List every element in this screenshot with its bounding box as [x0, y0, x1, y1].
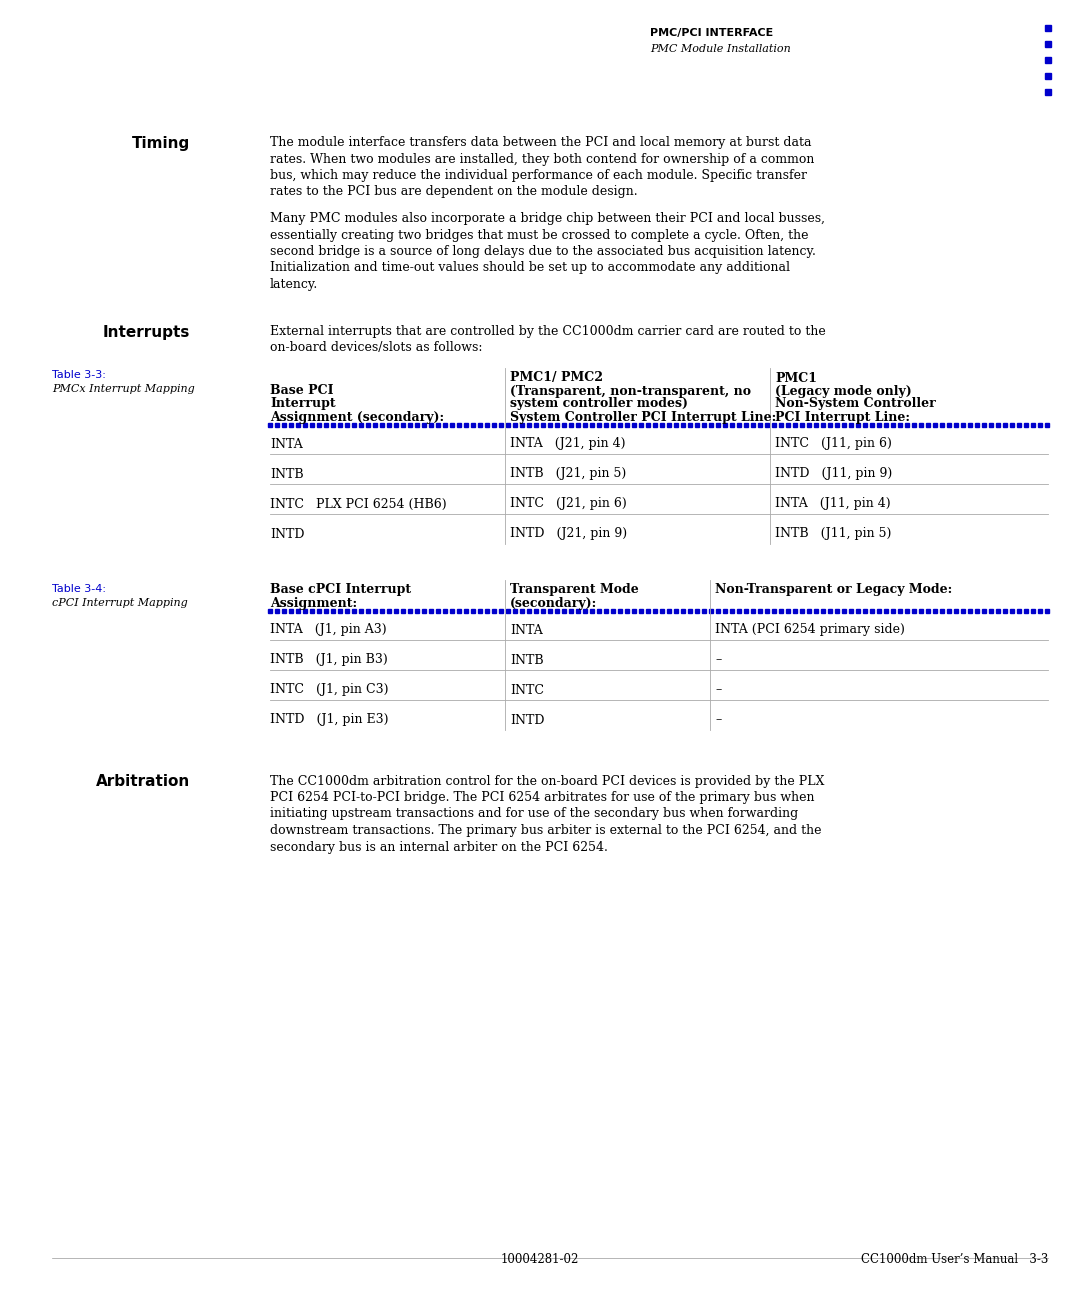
Text: rates to the PCI bus are dependent on the module design.: rates to the PCI bus are dependent on th… [270, 185, 637, 198]
Text: INTB   (J1, pin B3): INTB (J1, pin B3) [270, 653, 388, 666]
Text: Interrupts: Interrupts [103, 324, 190, 340]
Text: Arbitration: Arbitration [96, 775, 190, 789]
Text: INTA   (J11, pin 4): INTA (J11, pin 4) [775, 498, 891, 511]
Text: INTC   (J21, pin 6): INTC (J21, pin 6) [510, 498, 626, 511]
Text: Table 3-4:: Table 3-4: [52, 583, 106, 594]
Text: The module interface transfers data between the PCI and local memory at burst da: The module interface transfers data betw… [270, 136, 811, 149]
Text: bus, which may reduce the individual performance of each module. Specific transf: bus, which may reduce the individual per… [270, 168, 807, 181]
Text: essentially creating two bridges that must be crossed to complete a cycle. Often: essentially creating two bridges that mu… [270, 228, 809, 241]
Text: Initialization and time-out values should be set up to accommodate any additiona: Initialization and time-out values shoul… [270, 262, 789, 275]
Text: (secondary):: (secondary): [510, 596, 597, 609]
Text: latency.: latency. [270, 279, 319, 292]
Text: –: – [715, 653, 721, 666]
Text: PCI Interrupt Line:: PCI Interrupt Line: [775, 411, 910, 424]
Text: PMC1: PMC1 [775, 372, 816, 385]
Text: Assignment (secondary):: Assignment (secondary): [270, 411, 444, 424]
Text: PCI 6254 PCI-to-PCI bridge. The PCI 6254 arbitrates for use of the primary bus w: PCI 6254 PCI-to-PCI bridge. The PCI 6254… [270, 791, 814, 804]
Text: secondary bus is an internal arbiter on the PCI 6254.: secondary bus is an internal arbiter on … [270, 841, 608, 854]
Text: INTC   (J11, pin 6): INTC (J11, pin 6) [775, 438, 892, 451]
Text: INTB: INTB [510, 653, 543, 666]
Text: INTA: INTA [510, 623, 543, 636]
Text: INTC: INTC [510, 683, 544, 696]
Text: INTA: INTA [270, 438, 302, 451]
Text: on-board devices/slots as follows:: on-board devices/slots as follows: [270, 341, 483, 354]
Text: INTB: INTB [270, 468, 303, 481]
Text: INTD   (J1, pin E3): INTD (J1, pin E3) [270, 714, 389, 727]
Text: 10004281-02: 10004281-02 [501, 1253, 579, 1266]
Text: Interrupt: Interrupt [270, 398, 336, 411]
Text: Non-System Controller: Non-System Controller [775, 398, 935, 411]
Text: Assignment:: Assignment: [270, 596, 357, 609]
Text: Non-Transparent or Legacy Mode:: Non-Transparent or Legacy Mode: [715, 583, 953, 596]
Text: (Transparent, non-transparent, no: (Transparent, non-transparent, no [510, 385, 751, 398]
Text: External interrupts that are controlled by the CC1000dm carrier card are routed : External interrupts that are controlled … [270, 324, 826, 337]
Text: system controller modes): system controller modes) [510, 398, 688, 411]
Text: INTA   (J1, pin A3): INTA (J1, pin A3) [270, 623, 387, 636]
Text: The CC1000dm arbitration control for the on-board PCI devices is provided by the: The CC1000dm arbitration control for the… [270, 775, 824, 788]
Text: PMC1/ PMC2: PMC1/ PMC2 [510, 372, 603, 385]
Text: PMC/PCI INTERFACE: PMC/PCI INTERFACE [650, 29, 773, 38]
Text: INTB   (J11, pin 5): INTB (J11, pin 5) [775, 527, 891, 540]
Text: INTC   (J1, pin C3): INTC (J1, pin C3) [270, 683, 389, 696]
Text: Many PMC modules also incorporate a bridge chip between their PCI and local buss: Many PMC modules also incorporate a brid… [270, 213, 825, 226]
Text: second bridge is a source of long delays due to the associated bus acquisition l: second bridge is a source of long delays… [270, 245, 815, 258]
Text: cPCI Interrupt Mapping: cPCI Interrupt Mapping [52, 597, 188, 608]
Text: INTB   (J21, pin 5): INTB (J21, pin 5) [510, 468, 626, 481]
Text: Timing: Timing [132, 136, 190, 152]
Text: INTD   (J21, pin 9): INTD (J21, pin 9) [510, 527, 627, 540]
Text: INTA (PCI 6254 primary side): INTA (PCI 6254 primary side) [715, 623, 905, 636]
Text: PMCx Interrupt Mapping: PMCx Interrupt Mapping [52, 384, 194, 394]
Text: rates. When two modules are installed, they both contend for ownership of a comm: rates. When two modules are installed, t… [270, 153, 814, 166]
Text: Transparent Mode: Transparent Mode [510, 583, 638, 596]
Text: –: – [715, 714, 721, 727]
Text: PMC Module Installation: PMC Module Installation [650, 44, 791, 54]
Text: CC1000dm User’s Manual   3-3: CC1000dm User’s Manual 3-3 [861, 1253, 1048, 1266]
Text: Base cPCI Interrupt: Base cPCI Interrupt [270, 583, 411, 596]
Text: INTA   (J21, pin 4): INTA (J21, pin 4) [510, 438, 625, 451]
Text: INTD: INTD [510, 714, 544, 727]
Text: Table 3-3:: Table 3-3: [52, 369, 106, 380]
Text: (Legacy mode only): (Legacy mode only) [775, 385, 912, 398]
Text: downstream transactions. The primary bus arbiter is external to the PCI 6254, an: downstream transactions. The primary bus… [270, 824, 822, 837]
Text: INTD: INTD [270, 527, 305, 540]
Text: System Controller PCI Interrupt Line:: System Controller PCI Interrupt Line: [510, 411, 777, 424]
Text: INTD   (J11, pin 9): INTD (J11, pin 9) [775, 468, 892, 481]
Text: –: – [715, 683, 721, 696]
Text: initiating upstream transactions and for use of the secondary bus when forwardin: initiating upstream transactions and for… [270, 807, 798, 820]
Text: Base PCI: Base PCI [270, 385, 334, 398]
Text: INTC   PLX PCI 6254 (HB6): INTC PLX PCI 6254 (HB6) [270, 498, 447, 511]
